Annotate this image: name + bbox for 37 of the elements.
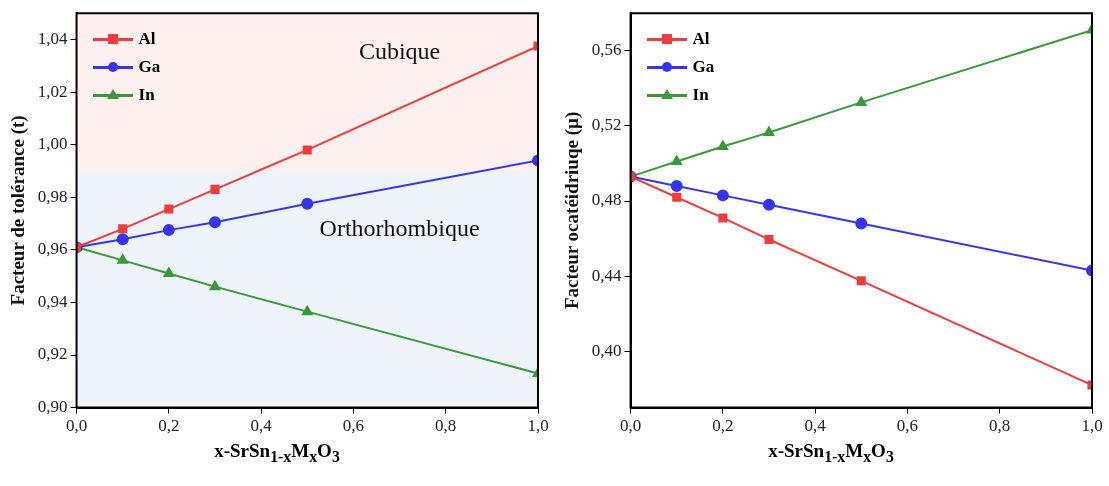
x-tick-label: 0,2 bbox=[712, 416, 734, 436]
legend-label: Al bbox=[692, 28, 710, 51]
x-tick-label: 0,4 bbox=[804, 416, 827, 436]
y-axis-title: Facteur de tolérance (t) bbox=[7, 115, 30, 306]
y-tick-label: 1,02 bbox=[37, 81, 68, 101]
y-tick-label: 1,00 bbox=[37, 134, 68, 154]
x-tick-label: 0,4 bbox=[250, 416, 273, 436]
x-axis-title: x-SrSn$_{1-x}$M$_{x}$O$_{3}$ bbox=[767, 440, 895, 466]
y-tick-label: 0,56 bbox=[591, 40, 622, 60]
x-tick-label: 0,2 bbox=[158, 416, 180, 436]
y-tick-label: 0,90 bbox=[37, 397, 68, 417]
y-axis-title: Facteur ocatéidriuqe (µ) bbox=[561, 111, 584, 310]
legend-label: In bbox=[138, 84, 155, 107]
y-tick-label: 1,04 bbox=[37, 28, 69, 48]
x-tick-label: 1,0 bbox=[1081, 416, 1103, 436]
x-tick-label: 0,8 bbox=[435, 416, 457, 436]
legend-label: Ga bbox=[692, 56, 715, 79]
y-tick-label: 0,52 bbox=[591, 115, 622, 135]
legend-label: Al bbox=[138, 28, 156, 51]
x-tick-label: 0,8 bbox=[989, 416, 1011, 436]
band-label: Orthorhombique bbox=[319, 215, 480, 242]
band-label: Cubique bbox=[358, 37, 441, 64]
y-tick-label: 0,98 bbox=[37, 186, 68, 206]
x-tick-label: 0,6 bbox=[896, 416, 919, 436]
legend-label: In bbox=[692, 84, 709, 107]
y-tick-label: 0,96 bbox=[37, 239, 68, 259]
y-tick-label: 0,94 bbox=[37, 291, 69, 311]
y-tick-label: 0,44 bbox=[591, 265, 623, 285]
y-tick-label: 0,92 bbox=[37, 344, 68, 364]
x-tick-label: 0,0 bbox=[619, 416, 642, 436]
x-tick-label: 0,6 bbox=[342, 416, 365, 436]
x-axis-title: x-SrSn$_{1-x}$M$_{x}$O$_{3}$ bbox=[213, 440, 341, 466]
x-tick-label: 1,0 bbox=[527, 416, 549, 436]
legend-label: Ga bbox=[138, 56, 161, 79]
y-tick-label: 0,48 bbox=[591, 190, 622, 210]
x-tick-label: 0,0 bbox=[65, 416, 88, 436]
y-tick-label: 0,40 bbox=[591, 340, 622, 360]
